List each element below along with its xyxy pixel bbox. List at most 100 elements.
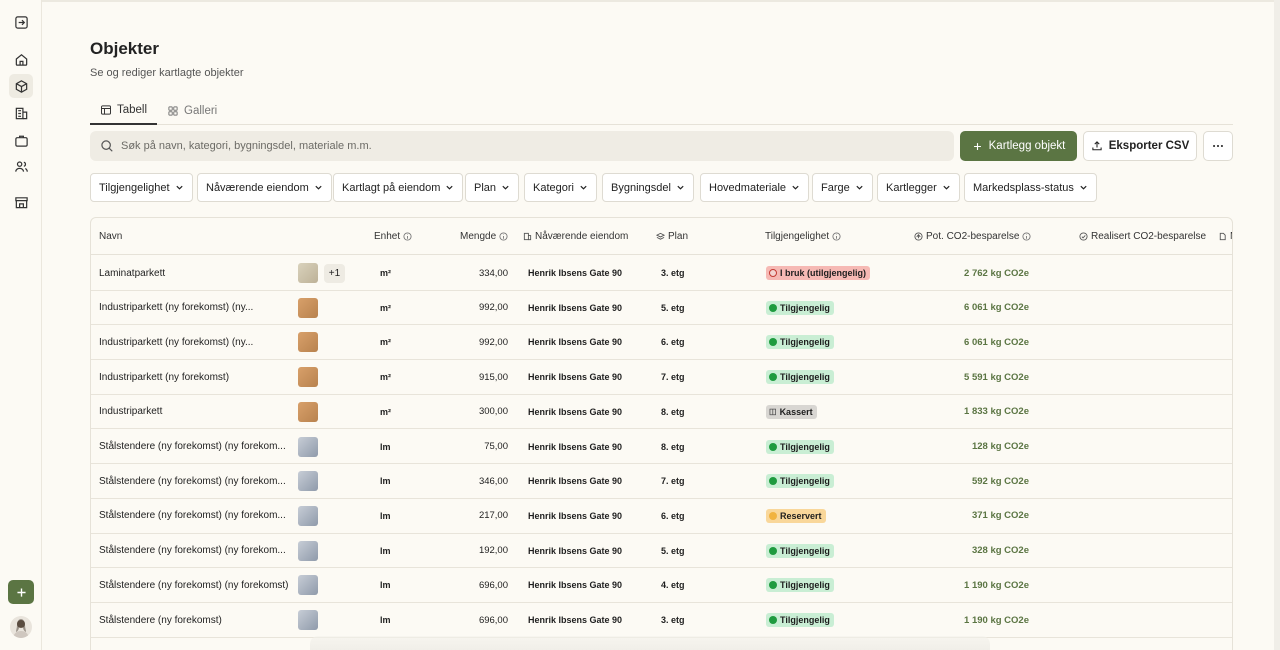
map-object-button[interactable]: Kartlegg objekt xyxy=(960,131,1077,161)
table-row[interactable]: Industriparkett m² 300,00 Henrik Ibsens Gat… xyxy=(91,395,1232,430)
filter-availability[interactable]: Tilgjengelighet xyxy=(90,173,193,202)
col-name[interactable]: Navn xyxy=(99,231,122,242)
table-row[interactable]: Stålstendere (ny forekomst) (ny forekoms… xyxy=(91,568,1232,603)
col-realized-co2[interactable]: Realisert CO2-besparelse xyxy=(1079,231,1206,242)
filter-building-part[interactable]: Bygningsdel xyxy=(602,173,694,202)
more-options-button[interactable] xyxy=(1203,131,1233,161)
filter-category[interactable]: Kategori xyxy=(524,173,597,202)
table-row[interactable]: Laminatparkett +1 m² 334,00 Henrik Ibsens Ga… xyxy=(91,256,1232,291)
row-thumbnail[interactable] xyxy=(298,610,318,630)
table-row[interactable]: Industriparkett (ny forekomst) m² 915,00 He… xyxy=(91,360,1232,395)
tab-gallery[interactable]: Galleri xyxy=(157,96,227,125)
more-horizontal-icon xyxy=(1213,144,1223,148)
row-quantity: 696,00 xyxy=(478,579,508,591)
filter-current-property[interactable]: Nåværende eiendom xyxy=(197,173,332,202)
col-current-property[interactable]: Nåværende eiendom xyxy=(523,231,628,242)
row-name: Industriparkett (ny forekomst) xyxy=(99,371,230,383)
filter-marketplace-status[interactable]: Markedsplass-status xyxy=(964,173,1097,202)
home-icon[interactable] xyxy=(9,47,33,71)
buildings-icon[interactable] xyxy=(9,101,33,125)
row-unit: lm xyxy=(380,441,391,452)
row-thumbnail[interactable] xyxy=(298,332,318,353)
row-thumbnail[interactable] xyxy=(298,401,318,422)
table-row[interactable]: Stålstendere (ny forekomst) lm 696,00 Henri… xyxy=(91,603,1232,638)
table-row[interactable]: Industriparkett (ny forekomst) (ny... m² 9… xyxy=(91,291,1232,326)
chevron-down-icon xyxy=(1080,185,1087,190)
row-status: Tilgjengelig xyxy=(766,325,834,359)
row-quantity: 992,00 xyxy=(478,336,508,348)
row-thumbnail[interactable] xyxy=(298,471,318,492)
add-button[interactable] xyxy=(8,580,34,604)
row-potential-co2: 371 kg CO2e xyxy=(971,510,1029,522)
row-name: Laminatparkett xyxy=(99,267,166,279)
status-label: Tilgjengelig xyxy=(780,302,830,313)
info-icon xyxy=(403,232,412,241)
file-icon xyxy=(1219,232,1226,241)
row-status: Tilgjengelig xyxy=(766,568,834,602)
objects-cube-icon[interactable] xyxy=(9,74,33,98)
filter-main-material[interactable]: Hovedmateriale xyxy=(700,173,810,202)
row-potential-co2: 128 kg CO2e xyxy=(971,441,1029,452)
row-thumbnail[interactable] xyxy=(298,436,318,457)
grid-icon xyxy=(168,105,178,116)
table-row[interactable]: Stålstendere (ny forekomst) (ny forekom.… xyxy=(91,430,1232,465)
check-circle-icon xyxy=(1079,232,1088,241)
row-quantity: 346,00 xyxy=(478,475,508,487)
col-availability[interactable]: Tilgjengelighet xyxy=(765,231,841,242)
tab-table[interactable]: Tabell xyxy=(90,96,158,125)
row-potential-co2: 2 762 kg CO2e xyxy=(964,267,1029,279)
col-unit[interactable]: Enhet xyxy=(374,231,412,242)
row-thumbnail[interactable] xyxy=(298,505,318,526)
sidebar xyxy=(0,0,42,650)
table-row[interactable]: Stålstendere (ny forekomst) (ny forekom.… xyxy=(91,534,1232,569)
more-images-chip[interactable]: +1 xyxy=(324,264,345,283)
filter-label: Plan xyxy=(474,181,497,194)
status-dot-icon xyxy=(769,511,777,520)
filter-color[interactable]: Farge xyxy=(812,173,873,202)
row-property: Henrik Ibsens Gate 90 xyxy=(528,580,623,591)
row-thumbnail[interactable] xyxy=(298,263,318,283)
page-title: Objekter xyxy=(90,39,159,58)
table-icon xyxy=(101,104,111,115)
col-availability-label: Tilgjengelighet xyxy=(765,231,830,242)
filter-label: Hovedmateriale xyxy=(709,181,787,194)
page-subtitle: Se og rediger kartlagte objekter xyxy=(90,67,244,79)
search-input[interactable] xyxy=(121,140,921,152)
status-dot-icon xyxy=(769,269,777,277)
users-icon[interactable] xyxy=(9,154,33,178)
row-potential-co2: 1 190 kg CO2e xyxy=(964,579,1029,591)
row-thumbnail[interactable] xyxy=(298,297,318,318)
table-row[interactable]: Industriparkett (ny forekomst) (ny... m² 9… xyxy=(91,325,1232,361)
row-status: Tilgjengelig xyxy=(766,534,834,568)
store-icon[interactable] xyxy=(9,190,33,214)
row-thumbnail[interactable] xyxy=(298,367,318,388)
filter-plan[interactable]: Plan xyxy=(465,173,520,202)
filter-mapped-property[interactable]: Kartlagt på eiendom xyxy=(333,173,464,202)
expand-sidebar-icon[interactable] xyxy=(9,10,33,34)
status-label: Tilgjengelig xyxy=(780,580,830,591)
row-name: Stålstendere (ny forekomst) (ny forekom.… xyxy=(99,510,286,522)
avatar[interactable] xyxy=(10,616,32,638)
row-status: Tilgjengelig xyxy=(766,360,834,394)
briefcase-icon[interactable] xyxy=(9,128,33,152)
table-row[interactable]: Stålstendere (ny forekomst) (ny forekom.… xyxy=(91,499,1232,534)
chevron-down-icon xyxy=(677,185,684,190)
table-row[interactable]: Stålstendere (ny forekomst) (ny forekom.… xyxy=(91,464,1232,499)
col-realized-co2-label: Realisert CO2-besparelse xyxy=(1091,231,1207,242)
recycle-icon xyxy=(914,232,923,241)
row-quantity: 696,00 xyxy=(478,614,508,626)
export-csv-button[interactable]: Eksporter CSV xyxy=(1083,131,1197,161)
col-plan[interactable]: Plan xyxy=(656,231,688,242)
row-thumbnail[interactable] xyxy=(298,575,318,596)
row-name: Stålstendere (ny forekomst) xyxy=(99,614,222,626)
row-potential-co2: 6 061 kg CO2e xyxy=(964,302,1029,314)
row-unit: lm xyxy=(380,615,391,625)
col-potential-co2[interactable]: Pot. CO2-besparelse xyxy=(914,231,1031,242)
col-m[interactable]: M xyxy=(1218,231,1232,242)
row-potential-co2: 328 kg CO2e xyxy=(971,545,1029,557)
filter-mapper[interactable]: Kartlegger xyxy=(877,173,960,202)
row-thumbnail[interactable] xyxy=(298,540,318,561)
col-quantity[interactable]: Mengde xyxy=(460,231,508,242)
filter-label: Farge xyxy=(821,181,850,194)
status-badge: Reservert xyxy=(766,508,826,523)
